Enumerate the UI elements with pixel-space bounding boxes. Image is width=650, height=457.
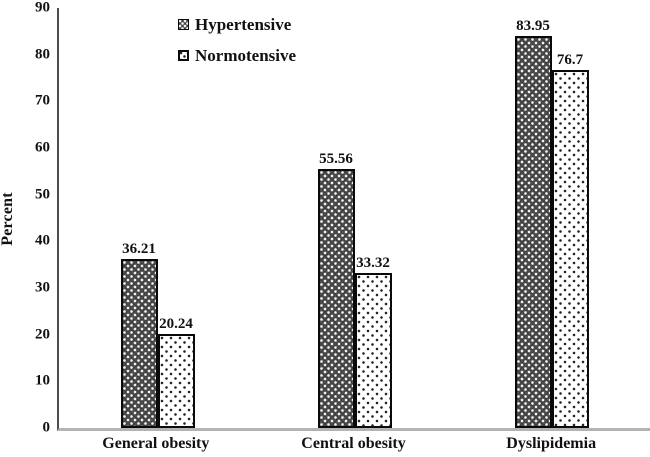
legend-swatch-hypertensive [178, 19, 189, 30]
bar-group-0: 36.21 20.24 [59, 8, 256, 428]
plot-area: 36.21 20.24 55.56 33.32 83.95 76.7 [57, 8, 650, 431]
bar-value-label: 83.95 [516, 18, 550, 35]
bar-value-label: 36.21 [122, 241, 156, 258]
bar-value-label: 76.7 [556, 52, 584, 69]
bar-group-2: 83.95 76.7 [453, 8, 650, 428]
y-tick-label: 40 [35, 232, 50, 249]
x-category-label-2: Dyslipidemia [506, 435, 597, 452]
y-tick-label: 50 [35, 186, 50, 203]
x-category-label-0: General obesity [102, 435, 210, 452]
bar-group-1: 55.56 33.32 [256, 8, 453, 428]
legend-item-normotensive: Normotensive [178, 47, 296, 64]
y-tick-label: 10 [35, 372, 50, 389]
y-tick-label: 80 [35, 46, 50, 63]
bar-hypertensive-0: 36.21 [120, 242, 158, 428]
x-category-label-1: Central obesity [301, 435, 406, 452]
bar-hypertensive-1: 55.56 [317, 151, 355, 428]
legend-label: Normotensive [195, 46, 297, 65]
legend-swatch-normotensive [178, 50, 189, 61]
legend-label: Hypertensive [195, 15, 292, 34]
bar-normotensive-1: 33.32 [354, 255, 392, 428]
y-tick-label: 70 [35, 92, 50, 109]
bar-normotensive-0: 20.24 [157, 316, 195, 428]
y-tick-label: 60 [35, 139, 50, 156]
y-tick-label: 30 [35, 279, 50, 296]
legend: Hypertensive Normotensive [178, 16, 296, 64]
bar-value-label: 55.56 [319, 150, 353, 167]
y-axis-tick-labels: 0 10 20 30 40 50 60 70 80 90 [0, 0, 50, 435]
bar-value-label: 33.32 [356, 254, 390, 271]
bar-value-label: 20.24 [159, 315, 193, 332]
bar-hypertensive-2: 83.95 [514, 19, 552, 428]
x-axis-category-labels: General obesity Central obesity Dyslipidem… [57, 436, 650, 452]
legend-item-hypertensive: Hypertensive [178, 16, 296, 33]
bar-normotensive-2: 76.7 [551, 53, 589, 428]
y-tick-label: 20 [35, 326, 50, 343]
y-tick-label: 90 [35, 0, 50, 16]
y-tick-label: 0 [42, 419, 51, 436]
